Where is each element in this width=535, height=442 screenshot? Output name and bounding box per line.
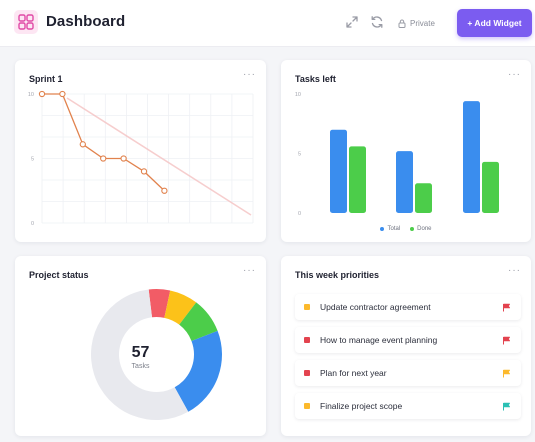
y-tick-label: 5 bbox=[298, 152, 301, 158]
card-menu-button[interactable]: ··· bbox=[508, 265, 521, 276]
donut-slice bbox=[164, 290, 197, 325]
priority-item[interactable]: Plan for next year bbox=[295, 360, 521, 386]
y-tick-label: 5 bbox=[31, 157, 34, 163]
card-title: Sprint 1 bbox=[29, 74, 63, 84]
donut-slice bbox=[174, 330, 222, 412]
page-title: Dashboard bbox=[46, 13, 126, 30]
project-status-donut bbox=[90, 289, 222, 420]
total-bar bbox=[330, 129, 347, 213]
tasks-left-chart: 10 5 0 bbox=[295, 92, 499, 217]
sprint-burndown-chart: 10 5 0 bbox=[28, 90, 254, 227]
done-bar bbox=[415, 183, 432, 213]
priority-item[interactable]: How to manage event planning bbox=[295, 327, 521, 353]
legend-label: Done bbox=[417, 226, 432, 232]
sprint-series-line bbox=[42, 93, 165, 192]
sprint-data-point bbox=[120, 155, 127, 162]
total-bar bbox=[463, 101, 480, 213]
flag-icon[interactable] bbox=[502, 369, 511, 378]
y-tick-label: 0 bbox=[298, 211, 301, 217]
priority-label: How to manage event planning bbox=[320, 335, 438, 345]
priority-square-icon bbox=[304, 403, 310, 409]
tasks-left-card: Tasks left ··· 10 5 0 Total Done bbox=[281, 60, 531, 242]
total-bar bbox=[396, 151, 413, 213]
sprint-data-point bbox=[100, 155, 107, 162]
project-status-card: Project status ··· 57 Tasks bbox=[15, 256, 266, 436]
flag-icon[interactable] bbox=[502, 402, 511, 411]
card-menu-button[interactable]: ··· bbox=[508, 69, 521, 80]
sprint-data-point bbox=[140, 168, 148, 175]
donut-slice bbox=[179, 302, 218, 342]
sprint-data-point bbox=[161, 187, 168, 194]
expand-icon[interactable] bbox=[344, 14, 360, 30]
legend-item-total: Total bbox=[380, 226, 400, 232]
sprint-data-point bbox=[38, 90, 46, 98]
legend-label: Total bbox=[387, 226, 401, 232]
priority-square-icon bbox=[304, 304, 310, 310]
private-toggle[interactable]: Private bbox=[398, 15, 435, 31]
donut-slice bbox=[148, 289, 171, 318]
y-tick-label: 10 bbox=[28, 92, 34, 98]
top-header: Dashboard Private + Add Widget bbox=[0, 0, 535, 47]
y-tick-label: 10 bbox=[295, 92, 301, 98]
refresh-icon[interactable] bbox=[369, 14, 385, 30]
donut-slice bbox=[90, 289, 189, 420]
priority-label: Finalize project scope bbox=[320, 401, 403, 411]
donut-center-value: 57 bbox=[131, 344, 150, 361]
legend-swatch bbox=[380, 227, 385, 231]
priority-label: Update contractor agreement bbox=[320, 302, 431, 312]
priority-square-icon bbox=[304, 337, 310, 343]
card-menu-button[interactable]: ··· bbox=[243, 69, 256, 80]
flag-icon[interactable] bbox=[502, 303, 511, 312]
priority-square-icon bbox=[304, 370, 310, 376]
legend-item-done: Done bbox=[410, 226, 432, 232]
priority-item[interactable]: Finalize project scope bbox=[295, 393, 521, 419]
card-title: Tasks left bbox=[295, 74, 336, 84]
flag-icon[interactable] bbox=[502, 336, 511, 345]
sprint-card: Sprint 1 ··· 10 5 0 bbox=[15, 60, 266, 242]
done-bar bbox=[482, 161, 499, 213]
ideal-burndown-line bbox=[66, 97, 252, 216]
sprint-data-point bbox=[59, 90, 66, 98]
priority-label: Plan for next year bbox=[320, 368, 387, 378]
card-title: This week priorities bbox=[295, 270, 380, 280]
done-bar bbox=[349, 146, 366, 213]
add-widget-button[interactable]: + Add Widget bbox=[457, 9, 532, 37]
dashboard-grid-icon[interactable] bbox=[14, 10, 38, 34]
private-label: Private bbox=[410, 18, 435, 28]
legend-swatch bbox=[410, 227, 415, 231]
priorities-card: This week priorities ··· Update contract… bbox=[281, 256, 531, 436]
donut-hole bbox=[119, 317, 194, 392]
priority-list: Update contractor agreement How to manag… bbox=[295, 294, 521, 426]
y-tick-label: 0 bbox=[31, 221, 34, 227]
card-title: Project status bbox=[29, 270, 89, 280]
chart-legend: Total Done bbox=[281, 226, 531, 232]
card-menu-button[interactable]: ··· bbox=[243, 265, 256, 276]
priority-item[interactable]: Update contractor agreement bbox=[295, 294, 521, 320]
sprint-data-point bbox=[79, 141, 86, 148]
lock-icon bbox=[398, 19, 406, 28]
donut-center-label: Tasks bbox=[131, 363, 150, 370]
